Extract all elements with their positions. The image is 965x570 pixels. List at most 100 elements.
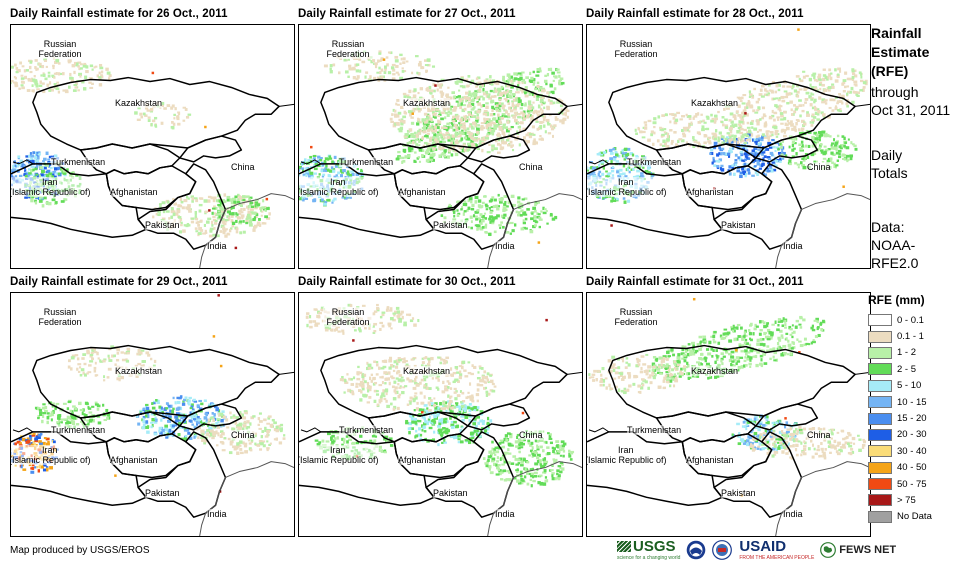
totals-line: Totals: [871, 165, 908, 181]
usaid-logo: USAID FROM THE AMERICAN PEOPLE: [739, 538, 814, 561]
india-label: India: [783, 509, 803, 519]
legend-label: 5 - 10: [897, 380, 922, 392]
legend-label: 20 - 30: [897, 429, 927, 441]
legend-swatch: [868, 510, 892, 523]
iran-label: Iran (Islamic Republic of): [298, 177, 379, 197]
china-label: China: [807, 162, 831, 172]
legend-label: No Data: [897, 511, 932, 523]
legend-swatch: [868, 363, 892, 376]
usgs-wave-icon: [617, 541, 631, 552]
data-line: NOAA-: [871, 237, 916, 253]
legend-swatch: [868, 428, 892, 441]
legend-item: 30 - 40: [868, 443, 932, 459]
map-canvas: [299, 50, 582, 268]
country-borders: [299, 344, 582, 536]
legend-swatch: [868, 445, 892, 458]
russia-label: Russian Federation: [611, 307, 661, 327]
legend-item: 2 - 5: [868, 361, 932, 377]
country-borders: [11, 76, 294, 268]
china-label: China: [807, 430, 831, 440]
legend-label: 0.1 - 1: [897, 331, 924, 343]
iran-label: Iran (Islamic Republic of): [586, 445, 667, 465]
afghanistan-label: Afghanistan: [398, 455, 446, 465]
legend-item: 0 - 0.1: [868, 312, 932, 328]
sidebar-title: Rainfall Estimate (RFE): [871, 24, 929, 81]
legend-item: > 75: [868, 492, 932, 508]
rainfall-map: Russian Federation Kazakhstan Turkmenistan C…: [298, 292, 583, 537]
rainfall-map: Russian Federation Kazakhstan Turkmenistan C…: [586, 292, 871, 537]
turkmenistan-label: Turkmenistan: [51, 157, 106, 167]
kazakhstan-label: Kazakhstan: [403, 366, 451, 376]
legend-swatch: [868, 346, 892, 359]
country-borders: [587, 76, 870, 268]
india-label: India: [207, 509, 227, 519]
panel-title: Daily Rainfall estimate for 26 Oct., 201…: [10, 8, 228, 20]
title-line: (RFE): [871, 63, 909, 79]
legend-item: 15 - 20: [868, 410, 932, 426]
pakistan-label: Pakistan: [433, 488, 468, 498]
data-line: RFE2.0: [871, 255, 919, 271]
india-label: India: [495, 241, 515, 251]
panel-title: Daily Rainfall estimate for 31 Oct., 201…: [586, 276, 804, 288]
afghanistan-label: Afghanistan: [686, 187, 734, 197]
kazakhstan-label: Kazakhstan: [691, 366, 739, 376]
usgs-logo: USGS science for a changing world: [617, 538, 680, 561]
india-label: India: [783, 241, 803, 251]
legend-swatch: [868, 478, 892, 491]
data-line: Data:: [871, 219, 905, 235]
legend-label: 2 - 5: [897, 363, 917, 375]
afghanistan-label: Afghanistan: [110, 187, 158, 197]
legend-item: 1 - 2: [868, 345, 932, 361]
legend-swatch: [868, 330, 892, 343]
legend-rows: 0 - 0.1 0.1 - 1 1 - 2 2 - 5 5 - 10 10 - 15 15 …: [868, 312, 932, 525]
legend-item: 40 - 50: [868, 460, 932, 476]
logos: USGS science for a changing world USAID …: [617, 538, 896, 561]
usgs-logo-text: USGS: [633, 538, 676, 555]
turkmenistan-label: Turkmenistan: [627, 157, 682, 167]
iran-label: Iran (Islamic Republic of): [586, 177, 667, 197]
china-label: China: [519, 162, 543, 172]
through-date: Oct 31, 2011: [871, 102, 951, 118]
afghanistan-label: Afghanistan: [398, 187, 446, 197]
doi-seal-icon: [712, 539, 733, 560]
legend-label: 40 - 50: [897, 462, 927, 474]
sidebar-through: through Oct 31, 2011: [871, 83, 950, 119]
russia-label: Russian Federation: [611, 39, 661, 59]
legend-label: 0 - 0.1: [897, 314, 924, 326]
legend-swatch: [868, 461, 892, 474]
legend-item: 10 - 15: [868, 394, 932, 410]
country-borders: [587, 344, 870, 536]
russia-label: Russian Federation: [35, 39, 85, 59]
india-label: India: [207, 241, 227, 251]
map-canvas: [587, 297, 870, 536]
rainfall-pixels: [588, 297, 867, 497]
kazakhstan-label: Kazakhstan: [115, 366, 163, 376]
map-canvas: [11, 57, 294, 268]
china-label: China: [231, 430, 255, 440]
map-canvas: [299, 303, 582, 536]
globe-icon: [820, 541, 837, 558]
legend-label: > 75: [897, 494, 916, 506]
kazakhstan-label: Kazakhstan: [403, 98, 451, 108]
turkmenistan-label: Turkmenistan: [51, 425, 106, 435]
legend-swatch: [868, 314, 892, 327]
russia-label: Russian Federation: [323, 39, 373, 59]
iran-label: Iran (Islamic Republic of): [10, 177, 91, 197]
kazakhstan-label: Kazakhstan: [115, 98, 163, 108]
fewsnet-logo: FEWS NET: [820, 541, 896, 558]
legend-item: No Data: [868, 509, 932, 525]
country-borders: [299, 76, 582, 268]
iran-label: Iran (Islamic Republic of): [10, 445, 91, 465]
map-canvas: [587, 28, 870, 268]
legend-swatch: [868, 396, 892, 409]
legend-item: 5 - 10: [868, 378, 932, 394]
map-canvas: [11, 294, 294, 536]
noaa-seal-icon: [687, 540, 706, 559]
legend-swatch: [868, 494, 892, 507]
title-line: Estimate: [871, 44, 930, 60]
legend-item: 20 - 30: [868, 427, 932, 443]
map-credit: Map produced by USGS/EROS: [10, 545, 150, 556]
panel-title: Daily Rainfall estimate for 30 Oct., 201…: [298, 276, 516, 288]
legend-swatch: [868, 379, 892, 392]
legend-label: 50 - 75: [897, 478, 927, 490]
